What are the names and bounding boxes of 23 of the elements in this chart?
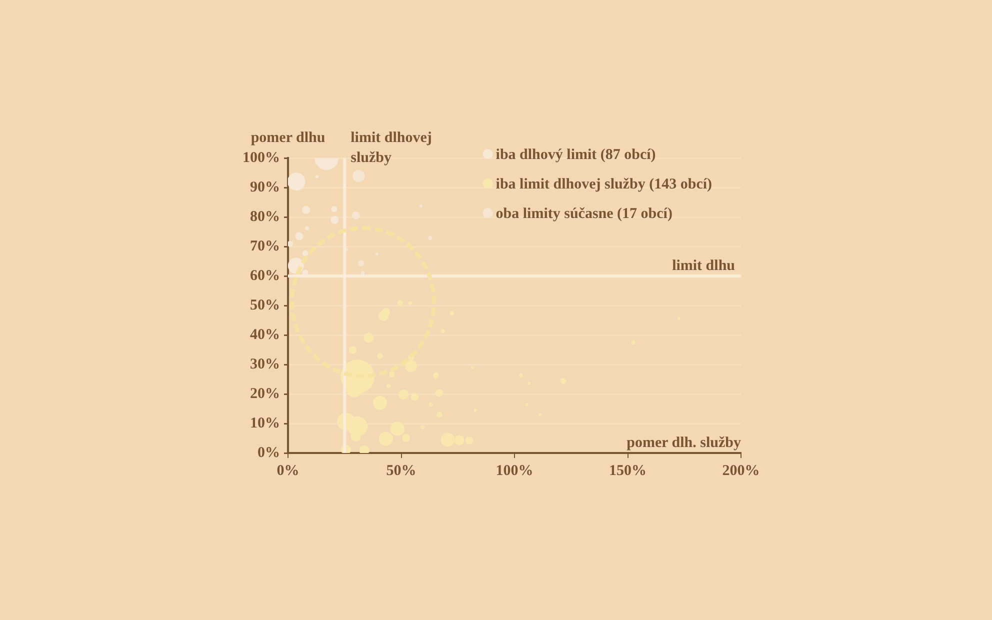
legend-label: oba limity súčasne (17 obcí): [496, 206, 672, 222]
legend-label: iba dlhový limit (87 obcí): [496, 147, 656, 163]
y-tick-label: 10%: [250, 415, 280, 432]
x-tick-label: 50%: [386, 462, 416, 479]
y-tick-label: 80%: [250, 208, 280, 225]
legend-label: iba limit dlhovej služby (143 obcí): [496, 176, 712, 192]
x-tick-label: 100%: [496, 462, 534, 479]
y-tick-label: 70%: [250, 238, 280, 254]
y-tick-label: 50%: [250, 297, 280, 314]
x-tick-label: 150%: [609, 462, 646, 479]
y-tick-label: 40%: [250, 326, 280, 343]
y-tick-label: 90%: [250, 179, 280, 196]
y-tick-label: 100%: [242, 150, 280, 166]
y-tick-label: 60%: [250, 268, 280, 284]
y-tick-label: 30%: [250, 356, 280, 372]
y-tick-label: 0%: [258, 444, 280, 461]
x-axis-title: pomer dlh. služby: [626, 435, 742, 451]
y-axis-title: pomer dlhu: [250, 130, 326, 146]
x-tick-label: 200%: [722, 462, 760, 479]
x-tick-label: 0%: [276, 462, 300, 479]
y-tick-label: 20%: [250, 386, 280, 402]
ref-line-label: limit dlhovej služby: [350, 130, 432, 166]
ref-line-label: limit dlhu: [672, 258, 735, 274]
